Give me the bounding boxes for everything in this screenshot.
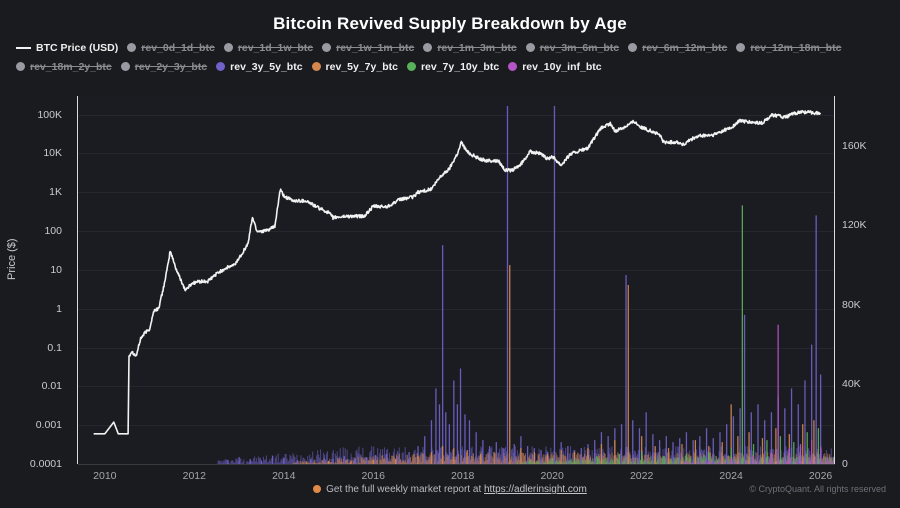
gridline bbox=[78, 114, 834, 116]
footer-cta: Get the full weekly market report at htt… bbox=[0, 484, 900, 495]
btc-price-line bbox=[93, 109, 822, 435]
price-line-layer bbox=[93, 109, 822, 435]
x-tick: 2010 bbox=[93, 470, 117, 482]
legend-item-label: rev_12m_18m_btc bbox=[750, 41, 842, 54]
legend-item-rev_1d_1w_btc[interactable]: rev_1d_1w_btc bbox=[223, 40, 314, 55]
bar-series-rev_5y_7y_btc bbox=[305, 265, 815, 464]
legend-item-rev_7y_10y_btc[interactable]: rev_7y_10y_btc bbox=[406, 59, 500, 74]
legend-item-rev_3y_5y_btc[interactable]: rev_3y_5y_btc bbox=[216, 59, 303, 74]
legend-dot-swatch bbox=[120, 62, 130, 71]
legend-item-BTC Price (USD)[interactable]: BTC Price (USD) bbox=[16, 40, 118, 55]
legend-dot-swatch bbox=[508, 62, 518, 71]
legend-item-rev_0d_1d_btc[interactable]: rev_0d_1d_btc bbox=[127, 40, 215, 55]
legend-dot-swatch bbox=[216, 62, 226, 71]
legend-item-label: rev_10y_inf_btc bbox=[522, 60, 602, 73]
y-tick-right: 160K bbox=[842, 139, 867, 152]
legend-item-label: rev_3m_6m_btc bbox=[539, 41, 620, 54]
x-tick: 2026 bbox=[808, 470, 833, 482]
bar-series-rev_10y_inf_btc bbox=[685, 324, 822, 464]
legend-item-rev_1w_1m_btc[interactable]: rev_1w_1m_btc bbox=[322, 40, 414, 55]
x-tick: 2024 bbox=[719, 470, 743, 482]
footer-copyright: © CryptoQuant. All rights reserved bbox=[749, 484, 886, 494]
bar-series-rev_7y_10y_btc bbox=[529, 205, 820, 464]
legend-item-label: rev_1d_1w_btc bbox=[237, 41, 314, 54]
legend-item-label: rev_0d_1d_btc bbox=[141, 41, 215, 54]
bar-series-rev_3y_5y_btc bbox=[227, 105, 822, 464]
legend-dot-swatch bbox=[525, 43, 535, 52]
y-tick-left: 10 bbox=[50, 263, 62, 276]
legend-dot-swatch bbox=[406, 62, 416, 71]
legend-dot-swatch bbox=[423, 43, 433, 52]
y-tick-right: 120K bbox=[842, 219, 867, 232]
y-tick-left: 1K bbox=[49, 186, 62, 199]
y-tick-right: 80K bbox=[842, 298, 861, 311]
x-axis-spine bbox=[78, 464, 835, 465]
legend-item-label: rev_7y_10y_btc bbox=[420, 60, 500, 73]
x-tick: 2012 bbox=[182, 470, 206, 482]
gridline bbox=[78, 231, 834, 233]
gridline bbox=[78, 425, 834, 427]
legend-item-rev_2y_3y_btc[interactable]: rev_2y_3y_btc bbox=[120, 59, 208, 74]
legend-dot-swatch bbox=[16, 62, 25, 71]
legend-item-label: BTC Price (USD) bbox=[36, 41, 119, 54]
x-tick: 2016 bbox=[361, 470, 385, 482]
legend-dot-swatch bbox=[127, 43, 137, 52]
legend-item-rev_10y_inf_btc[interactable]: rev_10y_inf_btc bbox=[508, 59, 602, 74]
chart-title: Bitcoin Revived Supply Breakdown by Age bbox=[273, 14, 627, 33]
gridline bbox=[78, 192, 834, 194]
y-tick-left: 0.1 bbox=[47, 341, 62, 354]
x-tick: 2018 bbox=[451, 470, 475, 482]
legend-item-rev_5y_7y_btc[interactable]: rev_5y_7y_btc bbox=[311, 59, 398, 74]
x-tick: 2014 bbox=[272, 470, 296, 482]
y-tick-right: 0 bbox=[842, 458, 848, 470]
gridline bbox=[78, 347, 834, 349]
bars-layer bbox=[216, 105, 834, 464]
legend-item-rev_12m_18m_btc[interactable]: rev_12m_18m_btc bbox=[736, 40, 841, 55]
legend-dot-swatch bbox=[736, 43, 746, 52]
y-tick-left: 0.0001 bbox=[29, 458, 62, 470]
y-tick-left: 1 bbox=[56, 302, 62, 315]
legend-dot-swatch bbox=[311, 62, 321, 71]
y-tick-left: 0.01 bbox=[41, 380, 62, 393]
y-tick-right: 40K bbox=[842, 378, 861, 391]
y-axis-right-spine bbox=[834, 96, 835, 464]
legend-item-label: rev_18m_2y_btc bbox=[30, 60, 112, 73]
legend-item-rev_1m_3m_btc[interactable]: rev_1m_3m_btc bbox=[423, 40, 517, 55]
y-tick-left: 0.001 bbox=[35, 419, 62, 432]
gridline bbox=[78, 269, 834, 271]
legend-item-rev_3m_6m_btc[interactable]: rev_3m_6m_btc bbox=[525, 40, 620, 55]
chart-footer: Get the full weekly market report at htt… bbox=[0, 484, 900, 506]
legend-dot-swatch bbox=[628, 43, 638, 52]
legend-item-rev_6m_12m_btc[interactable]: rev_6m_12m_btc bbox=[628, 40, 727, 55]
legend-item-label: rev_1w_1m_btc bbox=[336, 41, 415, 54]
plot-area bbox=[78, 96, 834, 464]
y-tick-left: 10K bbox=[43, 147, 62, 160]
y-axis-label: Price ($) bbox=[6, 238, 18, 280]
x-tick: 2022 bbox=[629, 470, 654, 482]
legend-item-label: rev_6m_12m_btc bbox=[642, 41, 728, 54]
legend-item-label: rev_2y_3y_btc bbox=[134, 60, 208, 73]
legend-dot-swatch bbox=[223, 43, 233, 52]
legend-item-label: rev_5y_7y_btc bbox=[325, 60, 398, 73]
y-tick-left: 100K bbox=[37, 108, 62, 121]
gridline bbox=[78, 386, 834, 388]
footer-cta-text: Get the full weekly market report at bbox=[326, 484, 484, 495]
chart-legend[interactable]: BTC Price (USD) rev_0d_1d_btc rev_1d_1w_bt… bbox=[16, 38, 884, 76]
gridline bbox=[78, 308, 834, 310]
legend-item-rev_18m_2y_btc[interactable]: rev_18m_2y_btc bbox=[16, 59, 112, 74]
legend-item-label: rev_3y_5y_btc bbox=[230, 60, 303, 73]
x-tick: 2020 bbox=[540, 470, 564, 482]
y-tick-left: 100 bbox=[44, 225, 62, 238]
bullet-icon bbox=[313, 485, 322, 493]
y-axis-left-spine bbox=[77, 96, 78, 464]
legend-item-label: rev_1m_3m_btc bbox=[437, 41, 517, 54]
gridline bbox=[78, 153, 834, 155]
legend-line-swatch bbox=[16, 46, 31, 49]
footer-link[interactable]: https://adlerinsight.com bbox=[484, 484, 587, 495]
legend-dot-swatch bbox=[322, 43, 332, 52]
